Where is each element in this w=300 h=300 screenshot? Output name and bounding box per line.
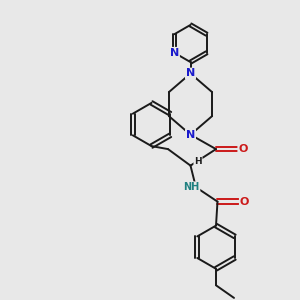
Text: N: N — [186, 130, 195, 140]
Text: N: N — [186, 68, 195, 79]
Text: O: O — [238, 144, 248, 154]
Text: NH: NH — [183, 182, 200, 192]
Text: H: H — [194, 158, 202, 166]
Text: O: O — [240, 196, 249, 207]
Text: N: N — [170, 48, 179, 58]
